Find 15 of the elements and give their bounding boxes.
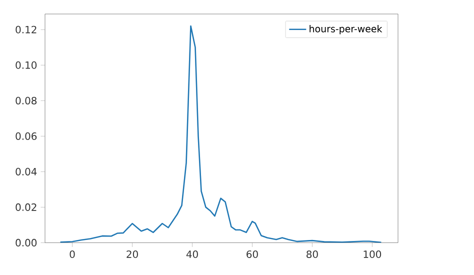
legend-label: hours-per-week [310,25,382,34]
x-tick-label: 40 [186,250,198,258]
y-tick-label: 0.06 [16,132,37,140]
x-tick-label: 20 [126,250,138,258]
x-tick-label: 100 [364,250,382,258]
x-tick-label: 80 [306,250,318,258]
y-tick-label: 0.00 [16,238,37,246]
y-tick-label: 0.04 [16,168,37,176]
y-tick-label: 0.02 [16,203,36,211]
line-series [60,25,382,243]
x-tick-label: 0 [70,250,75,258]
y-tick-label: 0.12 [16,26,36,34]
x-tick-label: 60 [246,250,258,258]
y-tick-label: 0.08 [16,96,37,104]
y-tick-label: 0.10 [16,61,37,69]
